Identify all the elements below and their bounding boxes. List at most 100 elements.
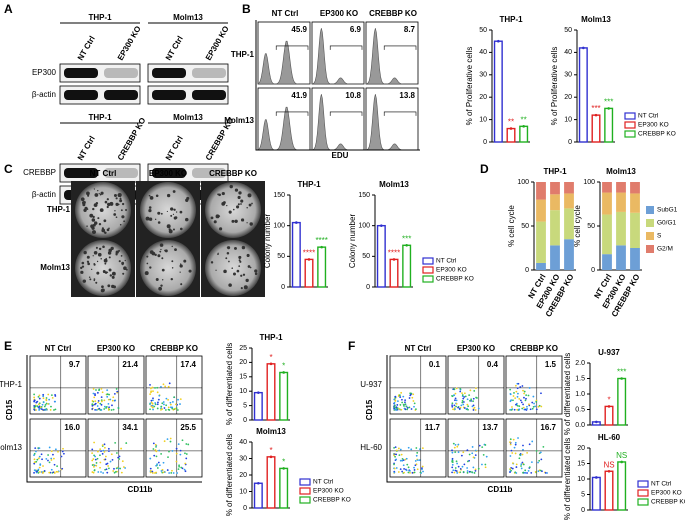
event [463, 392, 466, 395]
bar [578, 47, 588, 143]
event [38, 447, 41, 450]
colony [148, 194, 151, 197]
event [45, 408, 47, 411]
gate [329, 111, 363, 116]
event [94, 400, 97, 403]
event [531, 407, 534, 410]
percent: 1.5 [545, 360, 557, 369]
dotplot-frame [447, 418, 505, 478]
event [38, 394, 41, 397]
event [153, 454, 156, 457]
event [451, 463, 454, 466]
y-tick-label: 30 [479, 72, 487, 79]
y-tick-label: 0.0 [575, 422, 585, 429]
event [474, 449, 477, 452]
event [42, 409, 45, 411]
event [535, 450, 538, 452]
event [511, 467, 514, 470]
event [451, 395, 454, 398]
stack-segment [616, 245, 626, 270]
bar [604, 470, 614, 511]
event [104, 405, 106, 408]
y-tick-label: 20 [577, 445, 585, 452]
colony [247, 265, 251, 268]
event [455, 405, 457, 408]
event [184, 470, 187, 473]
y-axis-label: % cell cycle [507, 205, 516, 247]
event [538, 459, 541, 462]
event [99, 454, 101, 457]
colony [240, 274, 243, 277]
event [461, 392, 463, 395]
event [168, 450, 170, 453]
colony [93, 262, 96, 265]
colony [89, 278, 92, 281]
event [175, 403, 177, 406]
percent: 0.1 [429, 360, 441, 369]
event [156, 386, 159, 389]
event [539, 451, 542, 454]
event [518, 409, 520, 411]
event [512, 395, 515, 397]
bar [389, 258, 399, 288]
event [163, 403, 165, 406]
colony [228, 283, 232, 287]
event [161, 402, 164, 405]
event [456, 472, 459, 474]
event [458, 407, 461, 410]
colony [120, 209, 123, 212]
event [403, 471, 405, 474]
event [422, 470, 424, 473]
event [121, 460, 124, 463]
event [513, 408, 516, 411]
colony [234, 246, 237, 250]
event [122, 466, 125, 468]
event [395, 458, 398, 461]
colony [173, 208, 176, 211]
event [419, 471, 422, 474]
band [64, 168, 98, 178]
event [37, 468, 40, 471]
event [451, 451, 454, 454]
event [91, 471, 94, 473]
colony [217, 253, 219, 256]
event [474, 468, 477, 471]
band [192, 90, 226, 100]
event [469, 389, 472, 392]
event [52, 471, 55, 474]
event [398, 408, 401, 410]
event [112, 408, 115, 411]
event [515, 466, 518, 468]
y-tick-label: 50 [277, 253, 285, 260]
chart-title: Molm13 [256, 427, 286, 436]
event [104, 455, 107, 458]
event [120, 447, 123, 450]
event [93, 396, 96, 399]
chart-title: THP-1 [259, 333, 283, 342]
event [477, 407, 480, 410]
legend-swatch [422, 266, 434, 274]
event [455, 402, 458, 405]
significance: * [269, 353, 272, 362]
event [176, 472, 179, 474]
event [481, 446, 484, 449]
event [461, 401, 464, 404]
y-tick-label: 50 [362, 253, 370, 260]
column-label: NT Ctrl [45, 344, 72, 353]
event [528, 443, 531, 446]
colony [217, 193, 220, 196]
colony [108, 248, 112, 253]
event [414, 464, 417, 467]
event [467, 405, 470, 408]
event [103, 399, 106, 402]
percent: 41.9 [291, 91, 307, 100]
event [526, 407, 528, 410]
event [100, 387, 103, 390]
event [473, 472, 476, 474]
colony [106, 228, 110, 232]
colony [155, 278, 159, 282]
band [152, 90, 186, 100]
event [472, 400, 474, 403]
event [103, 443, 106, 446]
legend-swatch [646, 232, 654, 240]
